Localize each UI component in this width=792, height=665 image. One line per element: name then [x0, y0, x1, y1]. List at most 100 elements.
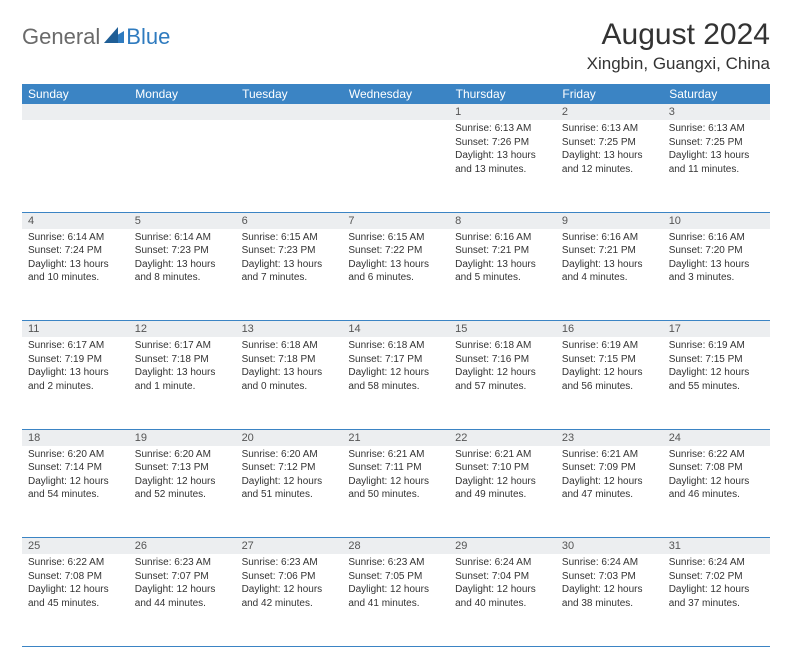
sunrise-text: Sunrise: 6:16 AM — [562, 231, 657, 245]
daylight-text: and 6 minutes. — [348, 271, 443, 285]
daylight-text: and 54 minutes. — [28, 488, 123, 502]
day-details: Sunrise: 6:21 AMSunset: 7:11 PMDaylight:… — [342, 446, 449, 506]
day-number-cell: 22 — [449, 429, 556, 446]
day-cell: Sunrise: 6:21 AMSunset: 7:11 PMDaylight:… — [342, 446, 449, 538]
day-cell: Sunrise: 6:23 AMSunset: 7:05 PMDaylight:… — [342, 554, 449, 646]
sunrise-text: Sunrise: 6:15 AM — [348, 231, 443, 245]
day-details: Sunrise: 6:24 AMSunset: 7:02 PMDaylight:… — [663, 554, 770, 614]
day-details: Sunrise: 6:20 AMSunset: 7:14 PMDaylight:… — [22, 446, 129, 506]
weekday-header: Wednesday — [342, 84, 449, 104]
weekday-header: Saturday — [663, 84, 770, 104]
daylight-text: and 13 minutes. — [455, 163, 550, 177]
daylight-text: and 4 minutes. — [562, 271, 657, 285]
day-number-row: 45678910 — [22, 212, 770, 229]
daylight-text: and 57 minutes. — [455, 380, 550, 394]
weekday-header: Thursday — [449, 84, 556, 104]
weekday-header: Monday — [129, 84, 236, 104]
day-number-cell: 28 — [342, 538, 449, 555]
logo: General Blue — [22, 18, 170, 50]
sunset-text: Sunset: 7:22 PM — [348, 244, 443, 258]
calendar-table: Sunday Monday Tuesday Wednesday Thursday… — [22, 84, 770, 647]
sunrise-text: Sunrise: 6:16 AM — [669, 231, 764, 245]
sunrise-text: Sunrise: 6:13 AM — [669, 122, 764, 136]
day-cell: Sunrise: 6:15 AMSunset: 7:22 PMDaylight:… — [342, 229, 449, 321]
sunrise-text: Sunrise: 6:13 AM — [562, 122, 657, 136]
week-row: Sunrise: 6:17 AMSunset: 7:19 PMDaylight:… — [22, 337, 770, 429]
day-cell: Sunrise: 6:18 AMSunset: 7:16 PMDaylight:… — [449, 337, 556, 429]
day-number-cell — [22, 104, 129, 120]
sunset-text: Sunset: 7:20 PM — [669, 244, 764, 258]
sunrise-text: Sunrise: 6:21 AM — [455, 448, 550, 462]
sunset-text: Sunset: 7:14 PM — [28, 461, 123, 475]
daylight-text: Daylight: 13 hours — [455, 149, 550, 163]
sunset-text: Sunset: 7:10 PM — [455, 461, 550, 475]
sunset-text: Sunset: 7:11 PM — [348, 461, 443, 475]
day-cell: Sunrise: 6:21 AMSunset: 7:09 PMDaylight:… — [556, 446, 663, 538]
day-details: Sunrise: 6:13 AMSunset: 7:25 PMDaylight:… — [556, 120, 663, 180]
daylight-text: and 8 minutes. — [135, 271, 230, 285]
daylight-text: Daylight: 12 hours — [669, 366, 764, 380]
daylight-text: and 58 minutes. — [348, 380, 443, 394]
title-block: August 2024 Xingbin, Guangxi, China — [587, 18, 770, 74]
daylight-text: Daylight: 13 hours — [455, 258, 550, 272]
day-details: Sunrise: 6:22 AMSunset: 7:08 PMDaylight:… — [663, 446, 770, 506]
day-cell — [22, 120, 129, 212]
day-cell: Sunrise: 6:21 AMSunset: 7:10 PMDaylight:… — [449, 446, 556, 538]
day-details: Sunrise: 6:18 AMSunset: 7:17 PMDaylight:… — [342, 337, 449, 397]
week-row: Sunrise: 6:22 AMSunset: 7:08 PMDaylight:… — [22, 554, 770, 646]
day-details: Sunrise: 6:23 AMSunset: 7:06 PMDaylight:… — [236, 554, 343, 614]
daylight-text: and 7 minutes. — [242, 271, 337, 285]
daylight-text: and 0 minutes. — [242, 380, 337, 394]
day-cell: Sunrise: 6:24 AMSunset: 7:02 PMDaylight:… — [663, 554, 770, 646]
day-number-row: 18192021222324 — [22, 429, 770, 446]
daylight-text: and 42 minutes. — [242, 597, 337, 611]
sunset-text: Sunset: 7:08 PM — [669, 461, 764, 475]
day-details: Sunrise: 6:14 AMSunset: 7:24 PMDaylight:… — [22, 229, 129, 289]
sunrise-text: Sunrise: 6:22 AM — [669, 448, 764, 462]
daylight-text: Daylight: 13 hours — [28, 258, 123, 272]
daylight-text: Daylight: 12 hours — [455, 475, 550, 489]
day-details: Sunrise: 6:16 AMSunset: 7:20 PMDaylight:… — [663, 229, 770, 289]
daylight-text: and 52 minutes. — [135, 488, 230, 502]
day-cell: Sunrise: 6:14 AMSunset: 7:24 PMDaylight:… — [22, 229, 129, 321]
daylight-text: and 49 minutes. — [455, 488, 550, 502]
day-number-cell — [236, 104, 343, 120]
day-number-cell: 9 — [556, 212, 663, 229]
daylight-text: Daylight: 12 hours — [455, 366, 550, 380]
sunset-text: Sunset: 7:18 PM — [135, 353, 230, 367]
daylight-text: Daylight: 12 hours — [135, 583, 230, 597]
daylight-text: and 50 minutes. — [348, 488, 443, 502]
sunset-text: Sunset: 7:17 PM — [348, 353, 443, 367]
day-cell: Sunrise: 6:19 AMSunset: 7:15 PMDaylight:… — [663, 337, 770, 429]
sunset-text: Sunset: 7:15 PM — [669, 353, 764, 367]
day-details: Sunrise: 6:19 AMSunset: 7:15 PMDaylight:… — [556, 337, 663, 397]
sunset-text: Sunset: 7:25 PM — [562, 136, 657, 150]
sunrise-text: Sunrise: 6:18 AM — [348, 339, 443, 353]
sunrise-text: Sunrise: 6:21 AM — [348, 448, 443, 462]
day-details: Sunrise: 6:20 AMSunset: 7:13 PMDaylight:… — [129, 446, 236, 506]
day-number-row: 11121314151617 — [22, 321, 770, 338]
day-number-cell: 16 — [556, 321, 663, 338]
day-cell: Sunrise: 6:16 AMSunset: 7:21 PMDaylight:… — [449, 229, 556, 321]
day-details: Sunrise: 6:23 AMSunset: 7:05 PMDaylight:… — [342, 554, 449, 614]
day-details: Sunrise: 6:19 AMSunset: 7:15 PMDaylight:… — [663, 337, 770, 397]
sunset-text: Sunset: 7:12 PM — [242, 461, 337, 475]
sunrise-text: Sunrise: 6:20 AM — [242, 448, 337, 462]
daylight-text: Daylight: 12 hours — [455, 583, 550, 597]
day-cell: Sunrise: 6:14 AMSunset: 7:23 PMDaylight:… — [129, 229, 236, 321]
week-row: Sunrise: 6:13 AMSunset: 7:26 PMDaylight:… — [22, 120, 770, 212]
day-details: Sunrise: 6:17 AMSunset: 7:18 PMDaylight:… — [129, 337, 236, 397]
daylight-text: Daylight: 13 hours — [242, 366, 337, 380]
sunrise-text: Sunrise: 6:20 AM — [135, 448, 230, 462]
day-cell: Sunrise: 6:20 AMSunset: 7:12 PMDaylight:… — [236, 446, 343, 538]
day-number-cell: 29 — [449, 538, 556, 555]
daylight-text: Daylight: 12 hours — [348, 583, 443, 597]
day-cell: Sunrise: 6:19 AMSunset: 7:15 PMDaylight:… — [556, 337, 663, 429]
sunset-text: Sunset: 7:18 PM — [242, 353, 337, 367]
sunrise-text: Sunrise: 6:19 AM — [669, 339, 764, 353]
header: General Blue August 2024 Xingbin, Guangx… — [22, 18, 770, 74]
day-details: Sunrise: 6:18 AMSunset: 7:16 PMDaylight:… — [449, 337, 556, 397]
sunrise-text: Sunrise: 6:23 AM — [348, 556, 443, 570]
logo-triangle-icon — [104, 27, 124, 48]
daylight-text: Daylight: 13 hours — [348, 258, 443, 272]
